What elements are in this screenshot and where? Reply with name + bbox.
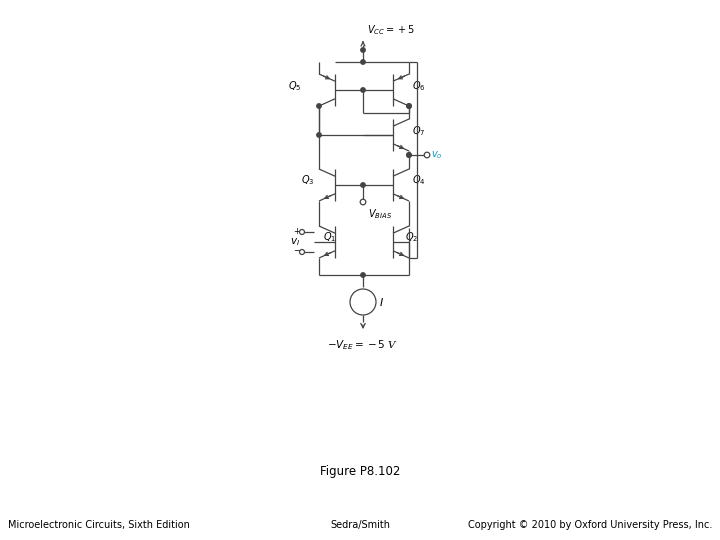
Circle shape [317,133,321,137]
Text: Sedra/Smith: Sedra/Smith [330,520,390,530]
Text: Figure P8.102: Figure P8.102 [320,465,400,478]
Circle shape [361,183,365,187]
Text: $Q_6$: $Q_6$ [412,79,426,93]
Text: $Q_2$: $Q_2$ [405,230,418,244]
Text: −: − [293,246,300,255]
Circle shape [424,152,430,158]
Circle shape [300,249,305,254]
Text: $Q_1$: $Q_1$ [323,230,336,244]
Circle shape [407,104,411,108]
Text: $Q_4$: $Q_4$ [412,173,426,187]
Text: $Q_7$: $Q_7$ [412,124,426,138]
Text: $-V_{EE} = -5$ V: $-V_{EE} = -5$ V [328,338,398,352]
Text: $V_{BIAS}$: $V_{BIAS}$ [368,207,392,221]
Circle shape [361,88,365,92]
Circle shape [350,289,376,315]
Text: Microelectronic Circuits, Sixth Edition: Microelectronic Circuits, Sixth Edition [8,520,190,530]
Text: $v_I$: $v_I$ [290,236,300,248]
Circle shape [407,153,411,157]
Circle shape [407,104,411,108]
Text: $Q_3$: $Q_3$ [300,173,314,187]
Circle shape [360,199,366,205]
Text: +: + [293,226,300,235]
Circle shape [361,60,365,64]
Circle shape [317,104,321,108]
Circle shape [361,273,365,277]
Text: $Q_5$: $Q_5$ [287,79,301,93]
Text: $V_{CC} = +5$: $V_{CC} = +5$ [367,23,415,37]
Circle shape [361,48,365,52]
Circle shape [407,153,411,157]
Text: Copyright © 2010 by Oxford University Press, Inc.: Copyright © 2010 by Oxford University Pr… [467,520,712,530]
Circle shape [300,230,305,234]
Text: $I$: $I$ [379,296,384,308]
Text: $v_o$: $v_o$ [431,149,443,161]
